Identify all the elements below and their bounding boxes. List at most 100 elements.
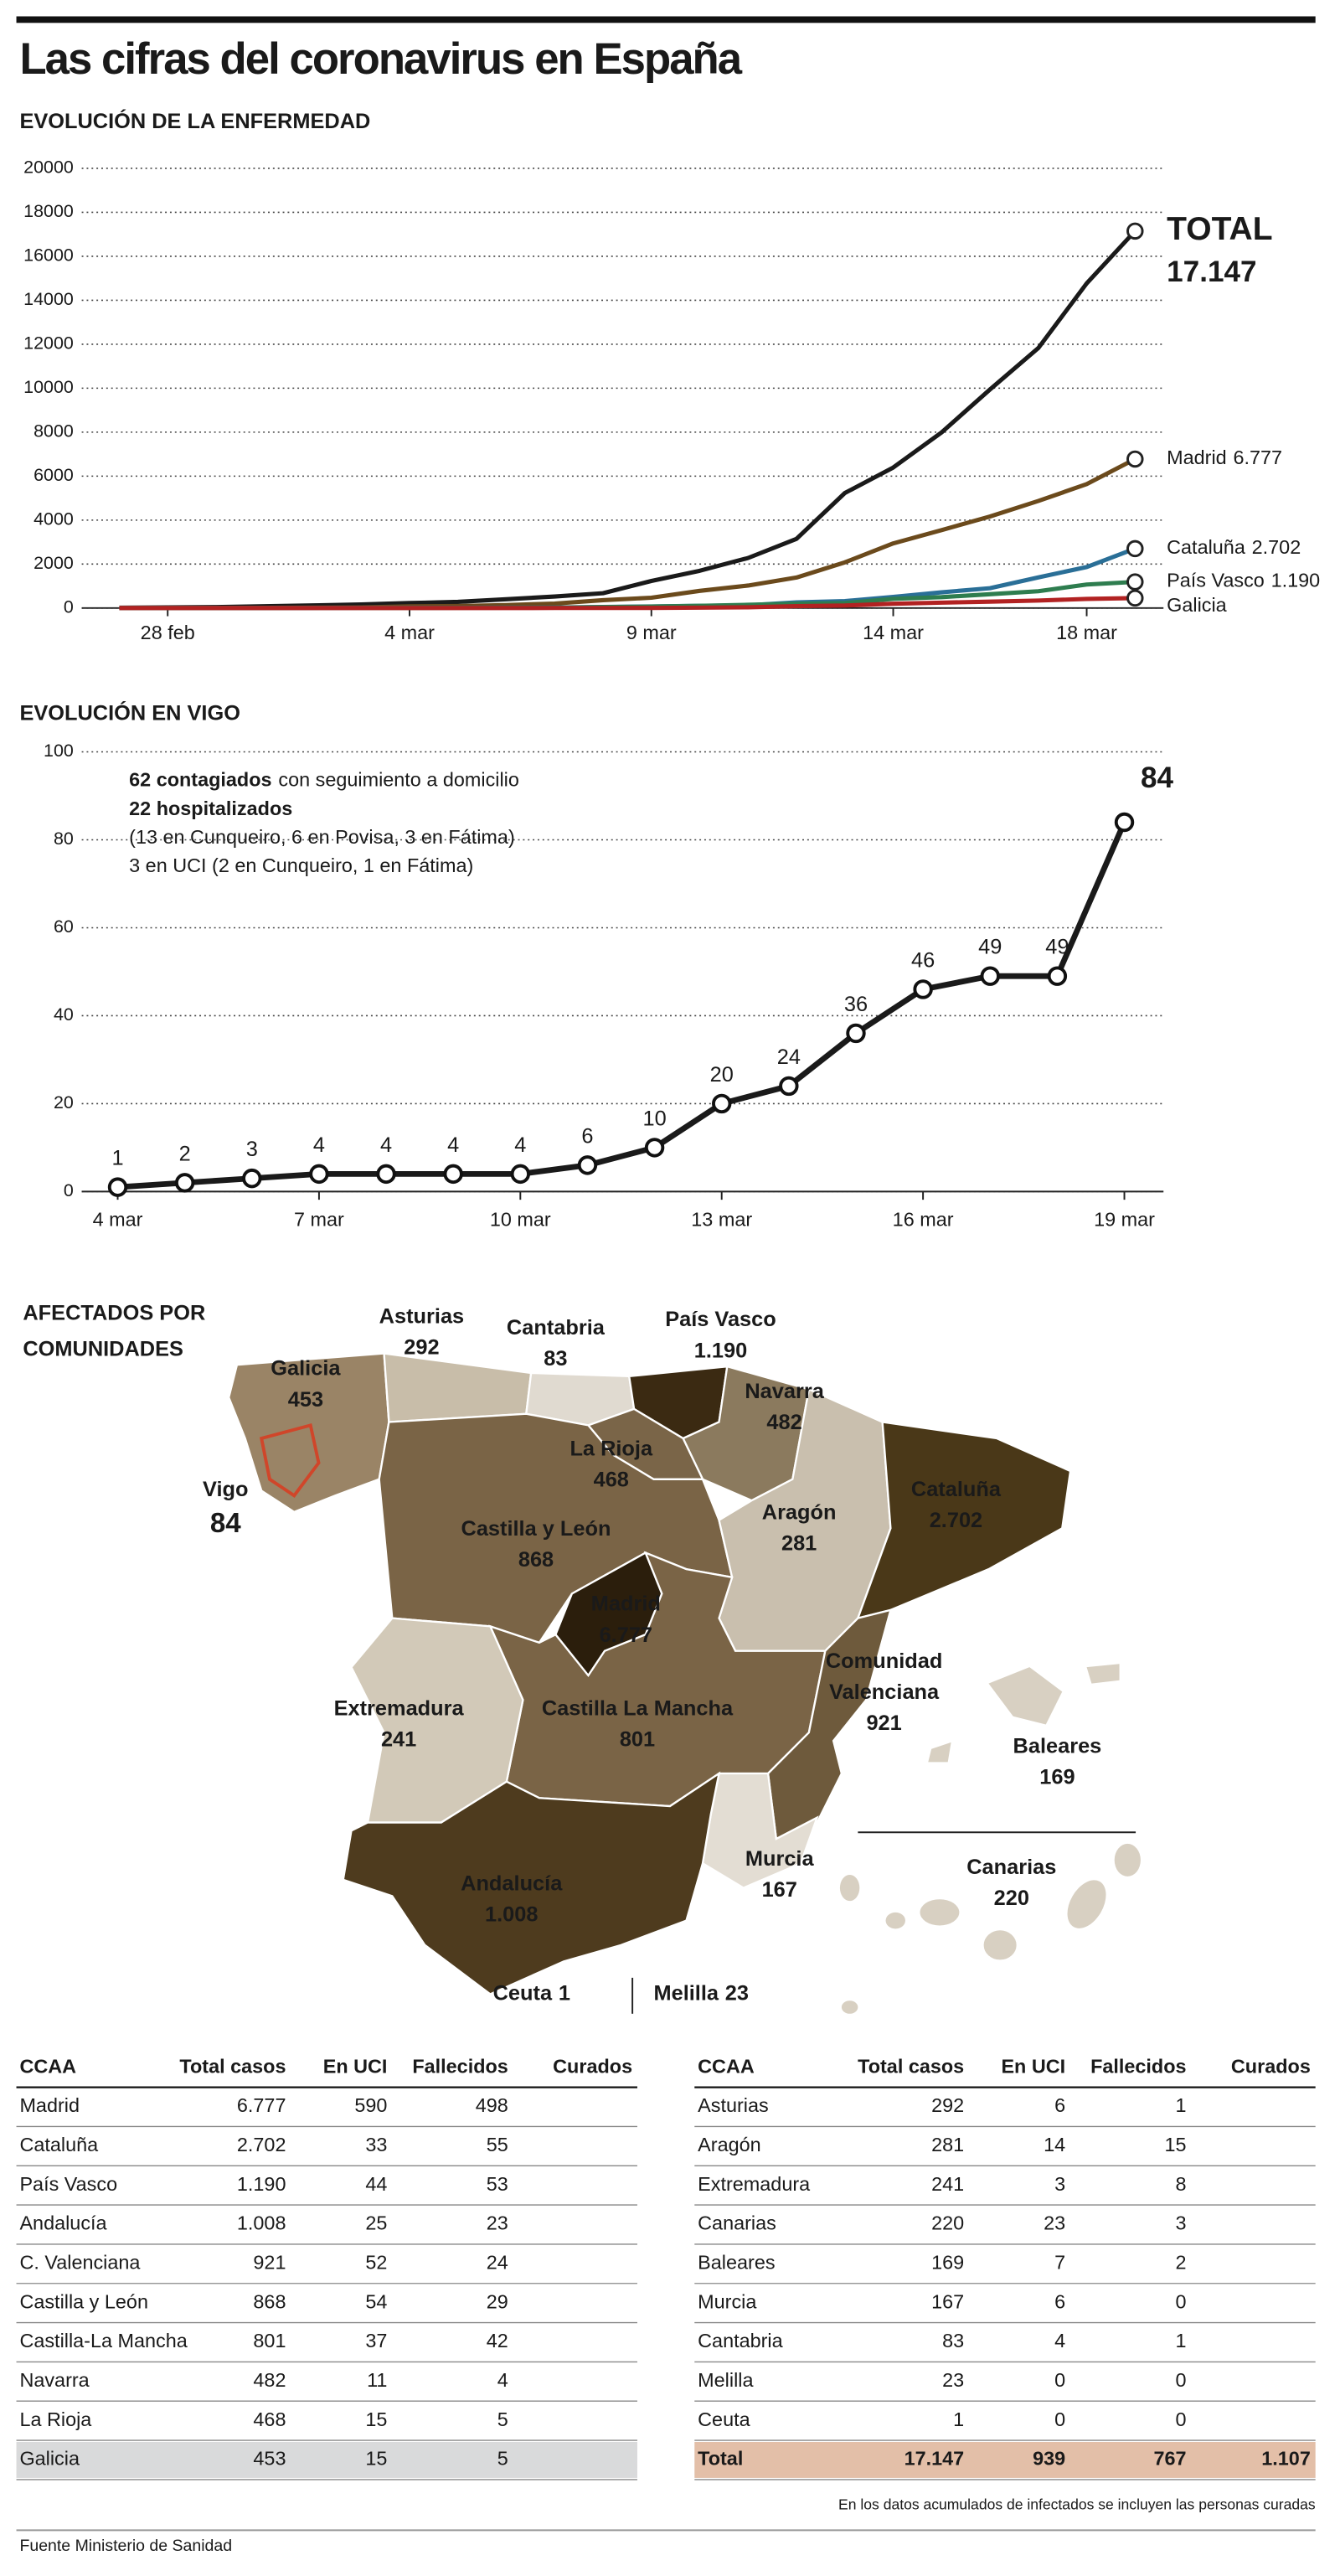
row-highlight [16,2442,637,2478]
data-point [1047,966,1068,986]
table-cell: 44 [365,2173,387,2195]
region-name: Castilla y León [461,1517,611,1541]
region-value: 1 [559,1981,570,2005]
table-cell: 767 [1153,2448,1186,2470]
data-point [913,979,933,999]
table-header: Total casos [858,2055,964,2077]
data-point [309,1164,329,1185]
table-cell: 83 [942,2330,964,2351]
data-point [107,1177,128,1197]
table-cell: 590 [354,2094,387,2116]
y-tick-label: 0 [64,1180,74,1200]
table-cell: 1.190 [237,2173,286,2195]
end-point [1126,222,1144,240]
table-cell: 1 [1176,2094,1187,2116]
legend-entry: Galicia [1167,594,1228,616]
series-value-label: 1.190 [1271,570,1321,591]
y-tick-label: 12000 [23,333,74,354]
table-cell: 7 [1054,2252,1065,2274]
map-title-line: AFECTADOS POR [23,1301,205,1324]
table-cell: 23 [487,2212,508,2234]
data-label: 24 [777,1045,801,1069]
series-label: Galicia [1167,594,1228,616]
data-label: 1 [111,1147,123,1170]
legend-entry: Madrid 6.777 [1167,447,1282,468]
table-header: Curados [553,2055,632,2077]
x-tick-label: 10 mar [490,1209,551,1231]
table-cell: Baleares [698,2252,775,2274]
table-cell: 0 [1054,2369,1065,2391]
data-label: 3 [246,1138,258,1161]
table-cell: País Vasco [19,2173,117,2195]
island [920,1899,960,1926]
table-cell: Melilla [698,2369,754,2391]
region-value: 1.008 [485,1902,538,1926]
x-tick-label: 18 mar [1056,622,1117,643]
table-cell: 220 [931,2212,964,2234]
y-tick-label: 16000 [23,245,74,266]
table-cell: 24 [487,2252,508,2274]
table-cell: 1 [953,2408,964,2430]
table-cell: 453 [253,2448,286,2470]
map [227,1352,1141,2014]
table-cell: C. Valenciana [19,2252,141,2274]
table-cell: 0 [1176,2290,1187,2312]
table-cell: 498 [476,2094,508,2116]
island [1067,1880,1106,1928]
legend-entry: Cataluña 2.702 [1167,536,1301,558]
data-label: 49 [1045,936,1069,959]
chart-title: EVOLUCIÓN DE LA ENFERMEDAD [19,108,370,133]
region-cataluna [856,1421,1072,1620]
table-cell: Asturias [698,2094,769,2116]
region-name: Canarias [966,1856,1056,1879]
data-label: 10 [642,1107,666,1130]
region-value: 482 [766,1411,801,1434]
y-tick-label: 10000 [23,377,74,397]
annotation-bold: 22 hospitalizados [129,798,292,819]
region-name: La Rioja [570,1437,653,1460]
table-header: Curados [1231,2055,1311,2077]
region-name: Asturias [379,1304,464,1328]
region-value: 169 [1039,1766,1075,1789]
region-value: 468 [594,1468,629,1491]
region-name: Galicia [271,1357,341,1381]
table-cell: 281 [931,2134,964,2155]
region-label: Ceuta 1 [493,1981,570,2005]
island [983,1930,1017,1960]
table-cell: 33 [365,2134,387,2155]
y-tick-label: 80 [54,829,74,849]
table-cell: 15 [365,2408,387,2430]
table-cell: Extremadura [698,2173,811,2195]
region-value: 801 [620,1728,655,1752]
table-cell: 2.702 [237,2134,286,2155]
region-value: 868 [518,1548,554,1572]
data-label: 36 [844,993,868,1016]
data-point [712,1093,732,1114]
table-header: Total casos [179,2055,286,2077]
table-cell: 3 [1054,2173,1065,2195]
region-name: Aragón [762,1500,837,1524]
region-name: Vigo [203,1478,248,1501]
series-value-label: 2.702 [1252,536,1301,558]
region-label: Melilla 23 [653,1981,749,2005]
region-name: Madrid [591,1593,661,1616]
y-tick-label: 2000 [34,553,74,573]
table-cell: 42 [487,2330,508,2351]
y-tick-label: 60 [54,916,74,937]
data-label: 20 [710,1063,734,1087]
region-asturias [383,1352,533,1423]
y-tick-label: 0 [64,596,74,617]
region-value: 921 [866,1711,901,1735]
table-cell: 2 [1176,2252,1187,2274]
region-andalucia [342,1771,721,1995]
region-name: Navarra [745,1380,824,1403]
region-name: Cataluña [911,1478,1002,1501]
island [885,1912,905,1929]
region-madrid [554,1551,663,1677]
y-tick-label: 40 [54,1004,74,1025]
table-cell: Castilla-La Mancha [19,2330,188,2351]
data-label: 4 [380,1133,392,1157]
table-cell: 52 [365,2252,387,2274]
data-label: 49 [978,936,1002,959]
table-cell: 468 [253,2408,286,2430]
